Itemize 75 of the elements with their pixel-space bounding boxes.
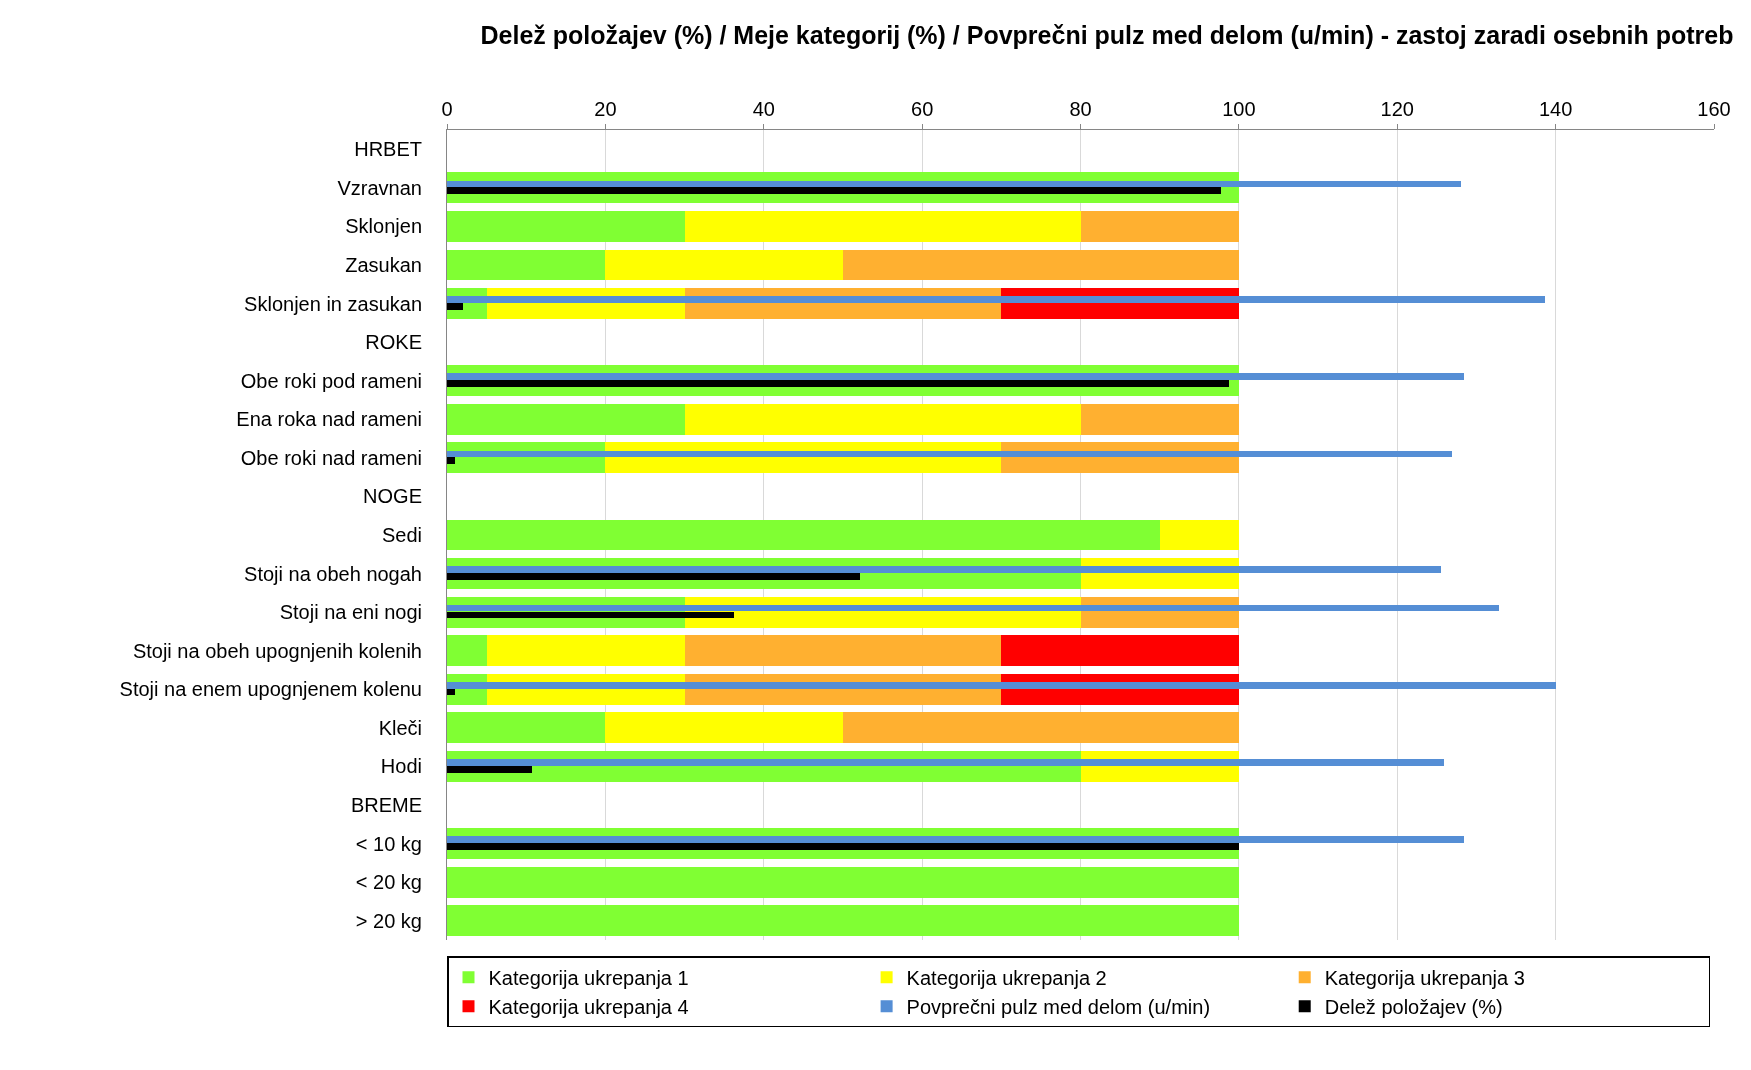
bar — [447, 250, 605, 280]
x-tick-label: 60 — [911, 98, 934, 120]
bar — [447, 520, 1160, 550]
bar — [447, 689, 455, 695]
y-tick-label: Sedi — [381, 524, 422, 546]
bar — [1160, 520, 1239, 550]
legend-label: Kategorija ukrepanja 4 — [488, 996, 689, 1018]
x-tick-label: 120 — [1380, 98, 1414, 120]
legend-label: Kategorija ukrepanja 3 — [1324, 967, 1525, 989]
bar — [1081, 404, 1239, 435]
bar — [447, 682, 1556, 689]
y-tick-label: Stoji na obeh upognjenih kolenih — [132, 639, 422, 662]
x-tick-label: 0 — [441, 98, 453, 120]
x-tick-label: 100 — [1222, 98, 1256, 120]
y-tick-label: Stoji na obeh nogah — [244, 562, 422, 585]
y-tick-label: > 20 kg — [355, 909, 422, 932]
bar — [487, 635, 685, 666]
y-tick-label: Hodi — [380, 755, 422, 778]
bar — [447, 612, 734, 618]
bar — [447, 181, 1461, 187]
bar — [447, 905, 1239, 936]
bar — [685, 635, 1001, 666]
bar — [605, 250, 843, 280]
y-tick-label: Sklonjen — [345, 215, 422, 238]
bar — [843, 250, 1239, 280]
bar — [685, 404, 1081, 435]
x-tick-label: 140 — [1538, 98, 1573, 120]
bar — [605, 712, 843, 743]
bar — [447, 766, 532, 773]
y-tick-label: < 10 kg — [355, 832, 422, 855]
y-tick-label: Ena roka nad rameni — [236, 408, 422, 431]
bar — [1001, 635, 1239, 666]
legend-label: Povprečni pulz med delom (u/min) — [906, 996, 1211, 1018]
y-tick-label: Obe roki pod rameni — [240, 369, 422, 392]
bar — [447, 380, 1229, 387]
x-tick-label: 40 — [752, 98, 775, 120]
bar — [447, 303, 463, 310]
bar — [447, 187, 1221, 194]
bar — [447, 404, 685, 435]
bar — [685, 211, 1081, 242]
legend-label: Delež položajev (%) — [1324, 996, 1503, 1018]
bar — [447, 373, 1464, 380]
x-tick-label: 20 — [594, 98, 617, 120]
y-tick-label: Stoji na eni nogi — [279, 601, 422, 624]
bar — [447, 573, 860, 580]
y-tick-label: < 20 kg — [355, 871, 422, 894]
bar — [447, 296, 1545, 303]
y-tick-label: HRBET — [354, 138, 422, 161]
bar — [1081, 211, 1239, 242]
y-tick-label: Obe roki nad rameni — [240, 446, 422, 469]
bar — [843, 712, 1239, 743]
bar — [447, 843, 1239, 850]
bar — [447, 867, 1239, 898]
y-tick-label: Zasukan — [345, 254, 422, 276]
bar — [447, 836, 1464, 843]
bar — [447, 635, 487, 666]
legend-label: Kategorija ukrepanja 1 — [488, 967, 689, 989]
y-tick-label: BREME — [350, 794, 422, 816]
bar — [447, 457, 455, 464]
bar — [447, 211, 685, 242]
y-tick-label: Sklonjen in zasukan — [244, 292, 422, 315]
chart-title: Delež položajev (%) / Meje kategorij (%) / Povprečni pulz med delom (u/min) - zastoj zaradi osebnih potreb — [480, 21, 1734, 50]
x-tick-label: 160 — [1697, 98, 1731, 120]
x-tick-label: 80 — [1069, 98, 1092, 120]
bar — [447, 605, 1499, 611]
bar — [447, 566, 1441, 573]
bar — [447, 712, 605, 743]
y-tick-label: ROKE — [365, 331, 422, 354]
y-tick-label: NOGE — [363, 485, 422, 508]
y-tick-label: Vzravnan — [337, 176, 422, 199]
y-tick-label: Stoji na enem upognjenem kolenu — [119, 678, 422, 701]
y-tick-label: Kleči — [378, 716, 422, 739]
bar — [447, 759, 1444, 766]
bar — [447, 451, 1452, 457]
legend-label: Kategorija ukrepanja 2 — [906, 967, 1107, 989]
